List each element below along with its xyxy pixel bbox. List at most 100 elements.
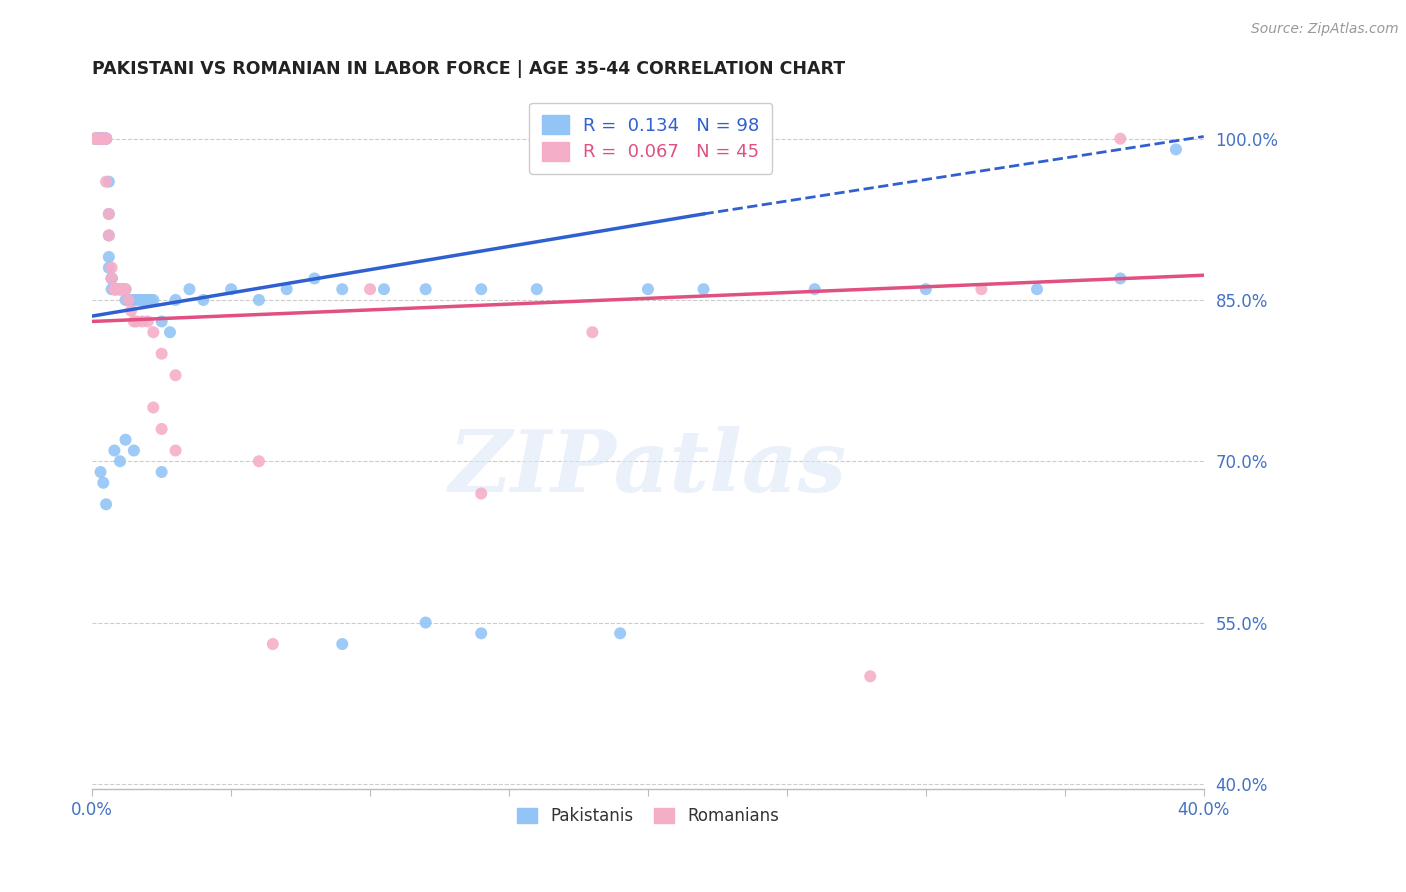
Point bbox=[581, 325, 603, 339]
Point bbox=[103, 282, 125, 296]
Point bbox=[114, 433, 136, 447]
Point bbox=[136, 293, 159, 307]
Point bbox=[117, 293, 139, 307]
Point bbox=[859, 669, 882, 683]
Point bbox=[108, 282, 131, 296]
Point bbox=[1109, 131, 1132, 145]
Point bbox=[526, 282, 548, 296]
Point bbox=[150, 422, 173, 436]
Point bbox=[97, 228, 120, 243]
Point bbox=[105, 282, 128, 296]
Point bbox=[103, 282, 125, 296]
Point bbox=[117, 293, 139, 307]
Point bbox=[122, 443, 145, 458]
Point bbox=[150, 347, 173, 361]
Point bbox=[94, 131, 117, 145]
Point bbox=[89, 131, 111, 145]
Point bbox=[134, 293, 156, 307]
Point bbox=[219, 282, 242, 296]
Point bbox=[89, 465, 111, 479]
Point bbox=[100, 282, 122, 296]
Point bbox=[692, 282, 714, 296]
Point bbox=[108, 454, 131, 468]
Point bbox=[91, 475, 114, 490]
Point bbox=[91, 131, 114, 145]
Point bbox=[609, 626, 631, 640]
Point bbox=[637, 282, 659, 296]
Point bbox=[122, 314, 145, 328]
Point bbox=[1026, 282, 1049, 296]
Point bbox=[84, 131, 107, 145]
Point bbox=[111, 282, 134, 296]
Point bbox=[87, 131, 110, 145]
Point bbox=[89, 131, 111, 145]
Point bbox=[84, 131, 107, 145]
Point bbox=[94, 131, 117, 145]
Point bbox=[87, 131, 110, 145]
Point bbox=[105, 282, 128, 296]
Point bbox=[94, 131, 117, 145]
Point bbox=[84, 131, 107, 145]
Point bbox=[179, 282, 201, 296]
Point bbox=[87, 131, 110, 145]
Point bbox=[108, 282, 131, 296]
Point bbox=[94, 175, 117, 189]
Point bbox=[131, 314, 153, 328]
Point bbox=[97, 260, 120, 275]
Point bbox=[89, 131, 111, 145]
Point bbox=[165, 293, 187, 307]
Point bbox=[122, 293, 145, 307]
Point bbox=[91, 131, 114, 145]
Point bbox=[165, 368, 187, 383]
Point bbox=[108, 282, 131, 296]
Point bbox=[89, 131, 111, 145]
Point bbox=[120, 303, 142, 318]
Point bbox=[247, 293, 270, 307]
Point bbox=[470, 486, 492, 500]
Point bbox=[89, 131, 111, 145]
Point bbox=[247, 454, 270, 468]
Point bbox=[803, 282, 825, 296]
Point bbox=[359, 282, 381, 296]
Point bbox=[914, 282, 936, 296]
Point bbox=[100, 260, 122, 275]
Point bbox=[131, 293, 153, 307]
Point bbox=[111, 282, 134, 296]
Point bbox=[373, 282, 395, 296]
Point bbox=[87, 131, 110, 145]
Point bbox=[103, 282, 125, 296]
Point bbox=[125, 314, 148, 328]
Point bbox=[108, 282, 131, 296]
Point bbox=[97, 228, 120, 243]
Point bbox=[103, 282, 125, 296]
Point bbox=[89, 131, 111, 145]
Point bbox=[91, 131, 114, 145]
Point bbox=[970, 282, 993, 296]
Point bbox=[97, 207, 120, 221]
Point bbox=[114, 282, 136, 296]
Point bbox=[100, 271, 122, 285]
Point bbox=[262, 637, 284, 651]
Point bbox=[142, 293, 165, 307]
Point bbox=[103, 282, 125, 296]
Point bbox=[105, 282, 128, 296]
Point bbox=[103, 282, 125, 296]
Point bbox=[94, 131, 117, 145]
Point bbox=[103, 282, 125, 296]
Point bbox=[89, 131, 111, 145]
Point bbox=[470, 626, 492, 640]
Point bbox=[91, 131, 114, 145]
Point bbox=[91, 131, 114, 145]
Point bbox=[165, 443, 187, 458]
Point bbox=[142, 325, 165, 339]
Point bbox=[111, 282, 134, 296]
Point bbox=[89, 131, 111, 145]
Point bbox=[84, 131, 107, 145]
Point bbox=[1164, 142, 1187, 156]
Point bbox=[89, 131, 111, 145]
Point bbox=[111, 282, 134, 296]
Point bbox=[87, 131, 110, 145]
Point bbox=[94, 131, 117, 145]
Text: Source: ZipAtlas.com: Source: ZipAtlas.com bbox=[1251, 22, 1399, 37]
Point bbox=[97, 207, 120, 221]
